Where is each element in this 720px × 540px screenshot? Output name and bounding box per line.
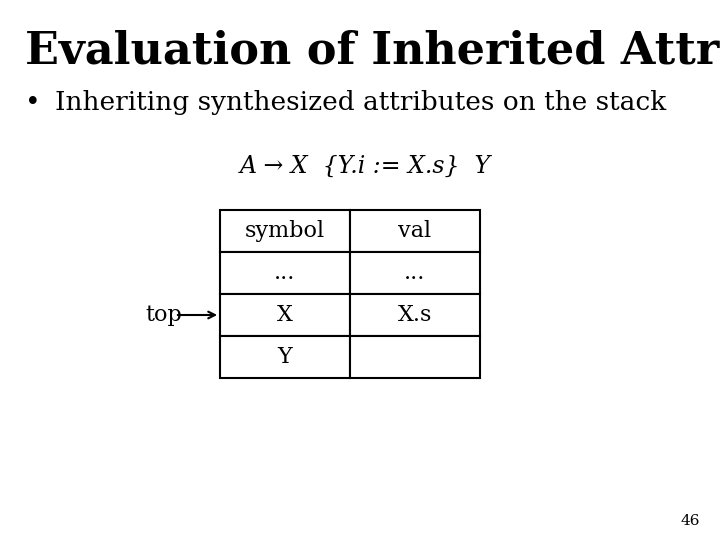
Text: val: val: [398, 220, 431, 242]
Text: symbol: symbol: [245, 220, 325, 242]
Bar: [220, 210, 350, 252]
Text: A → X  {Y.i := X.s}  Y: A → X {Y.i := X.s} Y: [240, 155, 491, 178]
Text: •: •: [25, 90, 40, 115]
Text: ...: ...: [405, 262, 426, 284]
Text: Y: Y: [278, 346, 292, 368]
Text: X: X: [277, 304, 293, 326]
Bar: [350, 336, 480, 378]
Text: ...: ...: [274, 262, 296, 284]
Text: top: top: [145, 304, 181, 326]
Bar: [350, 294, 480, 336]
Text: 46: 46: [680, 514, 700, 528]
Bar: [220, 336, 350, 378]
Bar: [220, 294, 350, 336]
Text: Evaluation of Inherited Attributes: Evaluation of Inherited Attributes: [25, 30, 720, 73]
Bar: [350, 210, 480, 252]
Text: Inheriting synthesized attributes on the stack: Inheriting synthesized attributes on the…: [55, 90, 666, 115]
Text: X.s: X.s: [398, 304, 432, 326]
Bar: [350, 252, 480, 294]
Bar: [220, 252, 350, 294]
